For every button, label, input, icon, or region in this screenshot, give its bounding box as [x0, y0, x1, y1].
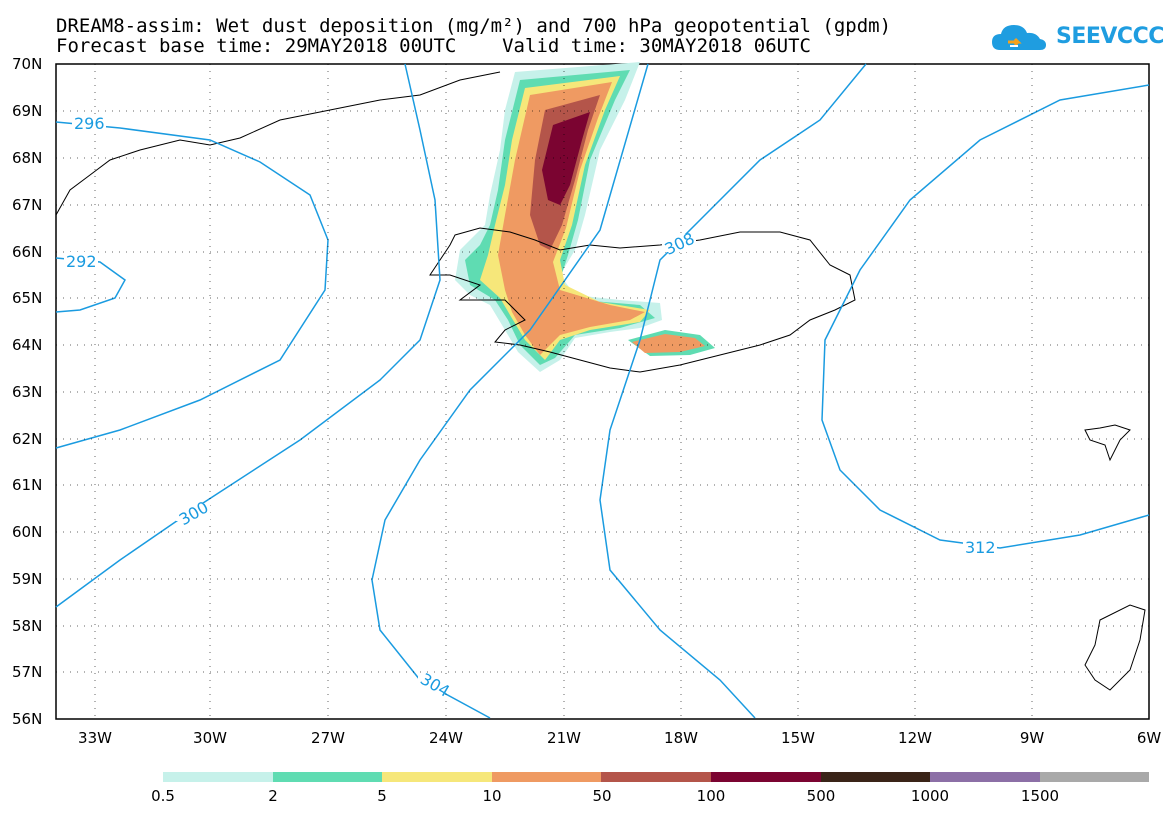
- lat-label: 64N: [12, 336, 42, 354]
- legend-label: 50: [592, 787, 612, 805]
- contour-label: 292: [66, 252, 97, 271]
- lat-label: 57N: [12, 663, 42, 681]
- contour-labels: 296 292 300 304 308 312: [64, 114, 997, 701]
- legend-label: 500: [806, 787, 836, 805]
- lon-label: 21W: [547, 729, 581, 747]
- lat-label: 61N: [12, 476, 42, 494]
- geopotential-contours: [55, 63, 1150, 719]
- lat-label: 66N: [12, 243, 42, 261]
- logo-text: SEEVCCC: [1056, 24, 1164, 49]
- contour-label: 308: [662, 229, 698, 259]
- lon-label: 24W: [429, 729, 463, 747]
- lon-label: 27W: [311, 729, 345, 747]
- legend-swatch: [820, 772, 931, 782]
- lon-label: 9W: [1020, 729, 1045, 747]
- chart-subtitle: Forecast base time: 29MAY2018 00UTC Vali…: [56, 35, 811, 57]
- lat-label: 59N: [12, 570, 42, 588]
- legend-swatch: [272, 772, 383, 782]
- legend-label: 2: [268, 787, 278, 805]
- lat-label: 69N: [12, 102, 42, 120]
- contour-label: 312: [965, 538, 996, 557]
- lat-label: 56N: [12, 710, 42, 728]
- longitude-labels: 33W 30W 27W 24W 21W 18W 15W 12W 9W 6W: [78, 729, 1161, 747]
- lat-label: 68N: [12, 149, 42, 167]
- coastlines: [55, 71, 1146, 691]
- legend-swatch: [1039, 772, 1150, 782]
- legend-label: 5: [377, 787, 387, 805]
- chart-title: DREAM8-assim: Wet dust deposition (mg/m²…: [56, 15, 892, 37]
- lon-label: 6W: [1137, 729, 1162, 747]
- legend-swatch: [930, 772, 1040, 782]
- lat-label: 58N: [12, 617, 42, 635]
- legend-swatch: [491, 772, 602, 782]
- color-legend-bar: [163, 772, 1150, 782]
- lat-label: 60N: [12, 523, 42, 541]
- cloud-logo-icon: [992, 25, 1046, 50]
- lon-label: 18W: [664, 729, 698, 747]
- lat-label: 63N: [12, 383, 42, 401]
- contour-label: 304: [417, 669, 453, 701]
- legend-swatch: [382, 772, 492, 782]
- lat-label: 65N: [12, 289, 42, 307]
- lon-label: 15W: [781, 729, 815, 747]
- legend-label: 1000: [910, 787, 950, 805]
- dust-deposition-shading: [455, 62, 715, 372]
- lat-label: 70N: [12, 55, 42, 73]
- grid-lines: [56, 64, 1149, 719]
- legend-label: 100: [696, 787, 726, 805]
- lon-label: 30W: [193, 729, 227, 747]
- lat-label: 67N: [12, 196, 42, 214]
- lon-label: 33W: [78, 729, 112, 747]
- legend-label: 1500: [1020, 787, 1060, 805]
- latitude-labels: 70N 69N 68N 67N 66N 65N 64N 63N 62N 61N …: [12, 55, 42, 728]
- contour-label: 296: [74, 114, 105, 133]
- legend-swatch: [163, 772, 273, 782]
- contour-label: 300: [176, 497, 212, 529]
- legend-label: 10: [482, 787, 502, 805]
- lat-label: 62N: [12, 430, 42, 448]
- legend-label: 0.5: [151, 787, 175, 805]
- lon-label: 12W: [898, 729, 932, 747]
- legend-swatch: [710, 772, 821, 782]
- legend-swatch: [601, 772, 711, 782]
